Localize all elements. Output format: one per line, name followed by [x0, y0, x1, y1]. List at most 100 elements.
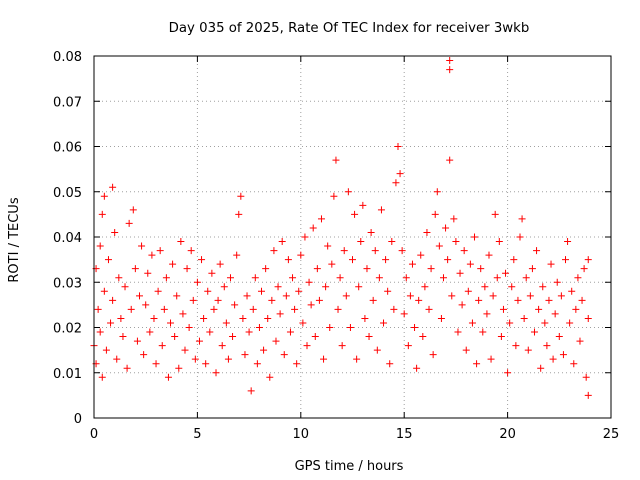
data-point [518, 215, 526, 223]
data-point [123, 364, 131, 372]
data-point [131, 265, 139, 273]
data-point [557, 292, 565, 300]
data-point [533, 247, 541, 255]
data-point [413, 364, 421, 372]
data-point [359, 201, 367, 209]
chart-title: Day 035 of 2025, Rate Of TEC Index for r… [169, 21, 530, 36]
data-point [233, 251, 241, 259]
data-point [483, 310, 491, 318]
data-point [330, 192, 338, 200]
data-point [382, 256, 390, 264]
data-point [400, 310, 408, 318]
data-point [135, 292, 143, 300]
data-point [216, 260, 224, 268]
data-point [115, 274, 123, 282]
data-point [255, 324, 263, 331]
data-point [491, 210, 499, 218]
data-point [396, 170, 404, 178]
data-point [549, 355, 557, 363]
data-point [111, 228, 119, 236]
data-point [351, 210, 359, 218]
data-points [90, 57, 592, 399]
data-point [117, 314, 125, 322]
data-point [433, 188, 441, 196]
y-tick-label: 0.06 [53, 141, 82, 156]
data-point [553, 278, 561, 286]
data-point [431, 210, 439, 218]
data-point [578, 296, 586, 304]
data-point [502, 269, 510, 277]
data-point [322, 283, 330, 291]
data-point [193, 278, 201, 286]
y-axis-label: ROTI / TECUs [7, 197, 22, 282]
data-point [545, 296, 553, 304]
data-point [363, 265, 371, 273]
data-point [380, 319, 388, 327]
data-point [336, 274, 344, 282]
data-point [245, 328, 253, 336]
data-point [340, 247, 348, 255]
data-point [508, 283, 516, 291]
data-point [355, 283, 363, 291]
data-point [369, 296, 377, 304]
data-point [224, 355, 232, 363]
data-point [125, 219, 133, 227]
data-point [258, 287, 266, 295]
data-point [220, 283, 228, 291]
data-point [481, 283, 489, 291]
data-point [175, 364, 183, 372]
data-point [264, 314, 272, 322]
x-tick-label: 20 [499, 427, 516, 442]
y-tick-label: 0.02 [53, 322, 82, 337]
data-point [353, 355, 361, 363]
data-point [241, 351, 249, 359]
x-tick-label: 10 [293, 427, 310, 442]
data-point [160, 305, 168, 313]
data-point [584, 314, 592, 322]
data-point [485, 251, 493, 259]
data-point [109, 183, 117, 191]
data-point [239, 314, 247, 322]
data-point [357, 238, 365, 246]
data-point [446, 156, 454, 164]
data-point [530, 328, 538, 336]
data-point [394, 143, 402, 150]
data-point [377, 206, 385, 214]
data-point [282, 292, 290, 300]
data-point [419, 333, 427, 341]
data-point [570, 360, 578, 368]
data-point [460, 247, 468, 255]
data-point [562, 256, 570, 264]
data-point [129, 206, 137, 214]
y-tick-label: 0.01 [53, 367, 82, 382]
data-point [328, 260, 336, 268]
data-point [262, 265, 270, 273]
data-point [231, 301, 239, 309]
y-tick-label: 0 [74, 412, 82, 427]
data-point [338, 342, 346, 350]
data-point [411, 324, 419, 331]
x-tick-label: 5 [193, 427, 201, 442]
data-point [293, 360, 301, 368]
data-point [475, 296, 483, 304]
data-point [415, 296, 423, 304]
data-point [307, 301, 315, 309]
data-point [564, 238, 572, 246]
data-point [576, 337, 584, 345]
data-point [179, 310, 187, 318]
x-axis-label: GPS time / hours [295, 459, 404, 474]
data-point [551, 310, 559, 318]
data-point [448, 292, 456, 300]
data-point [417, 251, 425, 259]
data-point [539, 283, 547, 291]
data-point [473, 360, 481, 368]
data-point [497, 333, 505, 341]
data-point [183, 265, 191, 273]
data-point [315, 296, 323, 304]
y-tick-label: 0.08 [53, 50, 82, 65]
data-point [404, 342, 412, 350]
y-tick-label: 0.03 [53, 276, 82, 291]
data-point [210, 305, 218, 313]
data-point [299, 319, 307, 327]
data-point [226, 274, 234, 282]
